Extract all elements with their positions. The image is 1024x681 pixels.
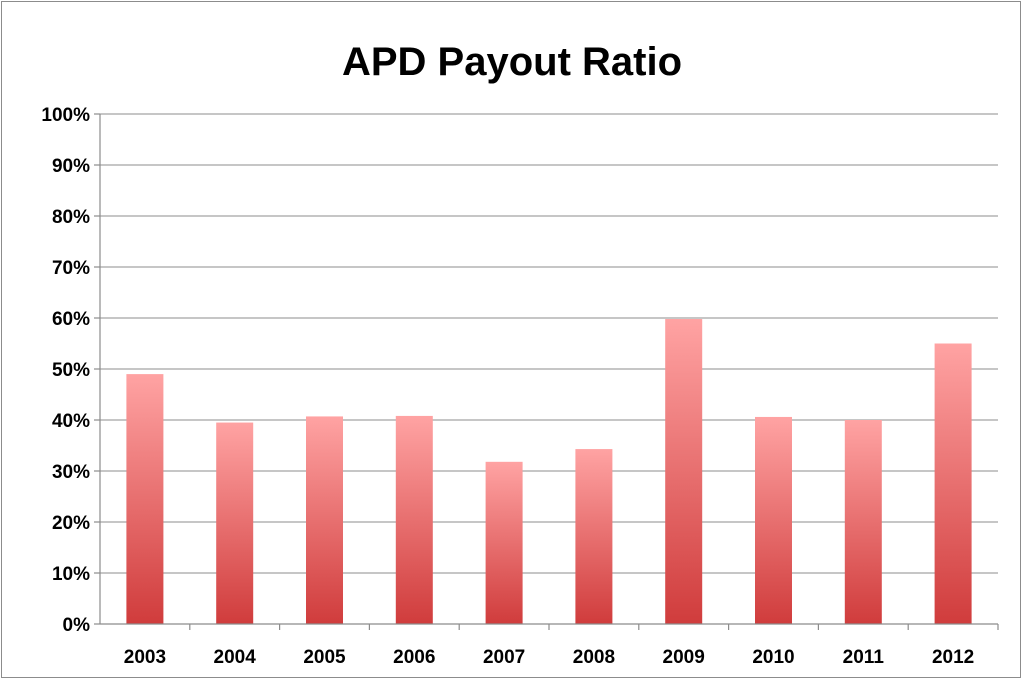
x-tick-label: 2005: [303, 647, 346, 668]
bar-2011: [844, 420, 882, 624]
y-tick-label: 10%: [52, 564, 90, 585]
x-tick-label: 2004: [214, 647, 257, 668]
x-tick-label: 2009: [663, 647, 705, 668]
chart-title: APD Payout Ratio: [342, 40, 682, 84]
x-tick-label: 2007: [483, 647, 525, 668]
y-tick-label: 50%: [52, 360, 90, 381]
bar-2010: [755, 416, 792, 624]
x-tick-label: 2012: [932, 647, 974, 668]
y-tick-label: 40%: [52, 411, 90, 432]
y-tick-label: 100%: [41, 105, 90, 126]
y-axis-ticks: 0% 10% 20% 30% 40% 50% 60% 70% 80% 90% 100%: [41, 105, 100, 636]
y-tick-label: 80%: [52, 207, 90, 228]
x-tick-label: 2006: [393, 647, 435, 668]
y-tick-label: 90%: [52, 156, 90, 177]
x-tick-label: 2008: [573, 647, 615, 668]
bar-2007: [485, 461, 523, 624]
bars: [126, 319, 972, 624]
x-tick-label: 2011: [843, 647, 885, 668]
y-tick-label: 30%: [52, 462, 90, 483]
bar-2012: [934, 343, 972, 624]
bar-2005: [306, 416, 343, 624]
y-tick-label: 70%: [52, 258, 90, 279]
bar-2004: [216, 422, 254, 624]
bar-2006: [395, 415, 433, 624]
bar-2008: [575, 449, 613, 624]
x-tick-label: 2010: [752, 647, 794, 668]
y-tick-label: 60%: [52, 309, 90, 330]
bar-2009: [665, 319, 703, 624]
x-axis-ticks: 2003 2004 2005 2006 2007 2008 2009 2010 2011 2012: [124, 624, 999, 668]
x-tick-label: 2003: [124, 647, 166, 668]
bar-2003: [126, 374, 164, 624]
y-tick-label: 20%: [52, 513, 90, 534]
y-tick-label: 0%: [63, 615, 91, 636]
